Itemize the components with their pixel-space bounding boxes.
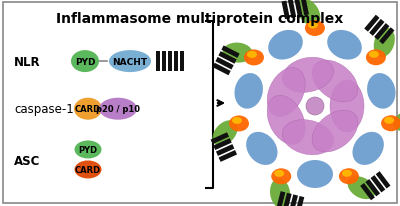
Ellipse shape (74, 98, 102, 120)
Text: ASC: ASC (14, 154, 40, 167)
Bar (156, 52, 160, 72)
Text: PYD: PYD (78, 145, 98, 154)
Ellipse shape (348, 176, 376, 199)
Bar (174, 52, 178, 72)
Ellipse shape (352, 132, 384, 165)
Ellipse shape (244, 50, 264, 66)
Ellipse shape (212, 121, 238, 146)
Ellipse shape (71, 51, 99, 73)
Ellipse shape (369, 52, 379, 59)
Ellipse shape (394, 110, 400, 132)
Ellipse shape (268, 31, 303, 60)
Ellipse shape (234, 74, 263, 109)
Text: CARD: CARD (75, 105, 101, 114)
Ellipse shape (339, 169, 359, 184)
Bar (162, 52, 166, 72)
Ellipse shape (109, 51, 151, 73)
Ellipse shape (306, 97, 324, 115)
Ellipse shape (367, 74, 396, 109)
Ellipse shape (74, 161, 102, 179)
Ellipse shape (99, 98, 137, 120)
Text: CARD: CARD (75, 165, 101, 174)
Ellipse shape (312, 111, 358, 152)
Ellipse shape (297, 160, 333, 188)
Ellipse shape (282, 58, 334, 93)
Ellipse shape (305, 21, 325, 37)
Ellipse shape (282, 120, 334, 155)
Ellipse shape (297, 0, 320, 27)
Ellipse shape (229, 116, 249, 132)
FancyBboxPatch shape (3, 3, 397, 203)
Ellipse shape (271, 169, 291, 184)
Ellipse shape (267, 68, 305, 117)
Ellipse shape (327, 31, 362, 60)
Ellipse shape (312, 61, 358, 102)
Text: p20 / p10: p20 / p10 (96, 105, 140, 114)
Bar (168, 52, 172, 72)
Text: PYD: PYD (75, 57, 95, 66)
Ellipse shape (270, 179, 290, 206)
Ellipse shape (74, 141, 102, 159)
Ellipse shape (330, 81, 364, 132)
Ellipse shape (223, 43, 253, 63)
Ellipse shape (381, 116, 400, 132)
Ellipse shape (247, 52, 257, 59)
Text: NACHT: NACHT (112, 57, 148, 66)
Ellipse shape (384, 117, 394, 124)
Ellipse shape (232, 117, 242, 124)
Text: Inflammasome multiprotein complex: Inflammasome multiprotein complex (56, 12, 344, 26)
Ellipse shape (267, 96, 305, 145)
Ellipse shape (246, 132, 278, 165)
Text: caspase-1: caspase-1 (14, 103, 74, 116)
Bar (180, 52, 184, 72)
Text: NLR: NLR (14, 55, 41, 68)
Ellipse shape (342, 170, 352, 177)
Ellipse shape (274, 170, 284, 177)
Ellipse shape (366, 50, 386, 66)
Ellipse shape (308, 22, 318, 29)
Ellipse shape (374, 29, 395, 58)
